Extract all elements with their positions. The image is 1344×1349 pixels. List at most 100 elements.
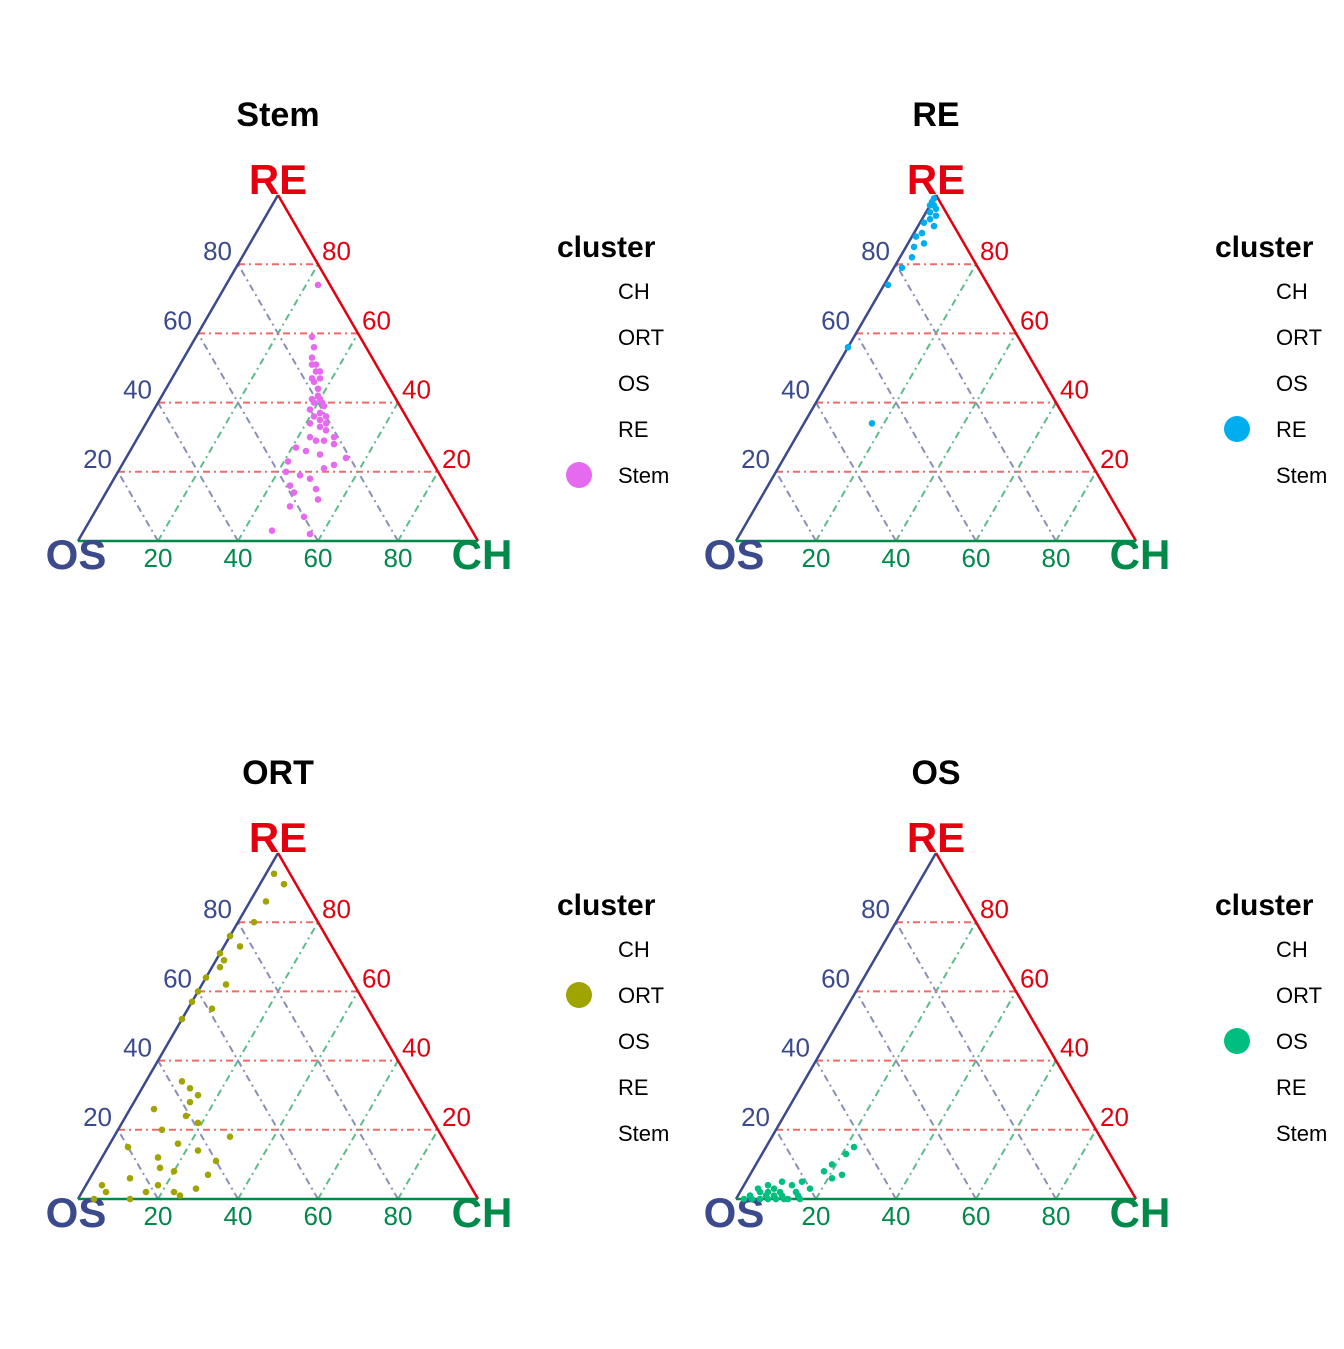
data-point [316, 423, 324, 431]
data-point [932, 212, 940, 220]
tick-label-ch: 20 [802, 543, 831, 573]
data-point [174, 1140, 182, 1147]
legend-label-ch: CH [618, 937, 650, 962]
vertex-label-os: OS [46, 531, 107, 578]
data-point [868, 420, 876, 427]
data-point [156, 1164, 164, 1172]
legend-key-ort [566, 982, 592, 1008]
data-point [158, 1126, 166, 1134]
tick-label-os: 20 [741, 444, 770, 474]
data-point [186, 1098, 194, 1106]
legend: cluster CH ORT OS RE Stem [557, 231, 669, 488]
data-point [898, 264, 906, 271]
data-point [316, 451, 324, 458]
data-point [754, 1185, 762, 1192]
grid-line-os-80 [775, 471, 817, 542]
chart-title: Stem [236, 96, 319, 134]
tick-label-os: 40 [123, 375, 152, 405]
data-point [216, 963, 224, 971]
data-point [154, 1181, 162, 1189]
vertex-label-re: RE [249, 156, 307, 203]
legend: cluster CH ORT OS RE Stem [1215, 889, 1327, 1146]
data-point [312, 361, 320, 368]
legend-label-re: RE [618, 417, 649, 442]
grid-line-os-40 [855, 990, 977, 1200]
data-point [330, 461, 338, 469]
data-point [250, 918, 258, 926]
axis-re-edge [934, 194, 1138, 542]
grid-line-ch-40 [895, 332, 1017, 542]
grid-line-os-60 [157, 402, 239, 542]
data-point [920, 240, 928, 247]
vertex-label-os: OS [46, 1189, 107, 1236]
data-point [788, 1181, 796, 1189]
data-point [150, 1105, 158, 1113]
data-point [930, 222, 938, 230]
data-point [884, 281, 892, 289]
data-point [126, 1174, 134, 1182]
data-point [316, 409, 324, 417]
grid-line-os-60 [815, 1060, 897, 1200]
chart-title: OS [911, 754, 960, 792]
data-point [910, 243, 918, 251]
tick-label-os: 20 [741, 1102, 770, 1132]
legend-key-re [1224, 416, 1250, 442]
data-point [306, 420, 314, 427]
axis-re-edge [276, 852, 480, 1200]
data-point [330, 440, 338, 448]
legend-label-re: RE [1276, 1075, 1307, 1100]
vertex-label-ch: CH [452, 1189, 513, 1236]
data-point [748, 1195, 756, 1203]
data-point [756, 1195, 764, 1203]
legend-title: cluster [1215, 889, 1314, 922]
tick-label-re: 80 [322, 236, 351, 266]
data-point [314, 281, 322, 289]
tick-label-ch: 20 [802, 1201, 831, 1231]
tick-label-ch: 80 [384, 543, 413, 573]
grid-line-ch-80 [1055, 471, 1097, 542]
grid-line-os-60 [815, 402, 897, 542]
data-point [312, 437, 320, 444]
tick-label-ch: 40 [224, 543, 253, 573]
legend-label-ort: ORT [618, 983, 664, 1008]
data-point [764, 1188, 772, 1196]
data-point [194, 1091, 202, 1099]
grid-line-ch-60 [317, 1060, 399, 1200]
tick-label-ch: 60 [304, 543, 333, 573]
data-point [126, 1195, 134, 1203]
legend-label-os: OS [618, 1029, 650, 1054]
data-point [262, 898, 270, 905]
data-point [310, 378, 318, 386]
tick-label-os: 60 [163, 963, 192, 993]
chart-panel-os: 20 20 20 40 40 40 60 60 60 80 80 80 RE OS CH OS cluster C… [704, 754, 1328, 1236]
tick-label-ch: 40 [224, 1201, 253, 1231]
data-point [282, 468, 290, 476]
data-point [926, 209, 934, 216]
tick-label-re: 20 [442, 1102, 471, 1132]
data-point [908, 253, 916, 261]
legend-label-ort: ORT [1276, 325, 1322, 350]
data-point [806, 1185, 814, 1192]
grid-line-os-60 [157, 1060, 239, 1200]
data-point [918, 229, 926, 237]
data-point [912, 233, 920, 240]
data-point [316, 416, 324, 424]
grid-line-os-80 [775, 1129, 817, 1200]
data-point [314, 385, 322, 393]
axis-os-edge [76, 852, 280, 1200]
data-point [740, 1195, 748, 1203]
data-point [270, 870, 278, 878]
vertex-label-ch: CH [1110, 531, 1171, 578]
data-point [226, 1133, 234, 1141]
data-point [192, 1185, 200, 1192]
grid-line-ch-60 [317, 402, 399, 542]
data-point [296, 471, 304, 479]
legend-key-os [1224, 1028, 1250, 1054]
data-point [920, 219, 928, 226]
grid-line-os-80 [117, 471, 159, 542]
data-point [764, 1195, 772, 1203]
tick-label-ch: 40 [882, 543, 911, 573]
legend-title: cluster [557, 231, 656, 264]
data-point [316, 368, 324, 375]
axis-os-edge [734, 852, 938, 1200]
